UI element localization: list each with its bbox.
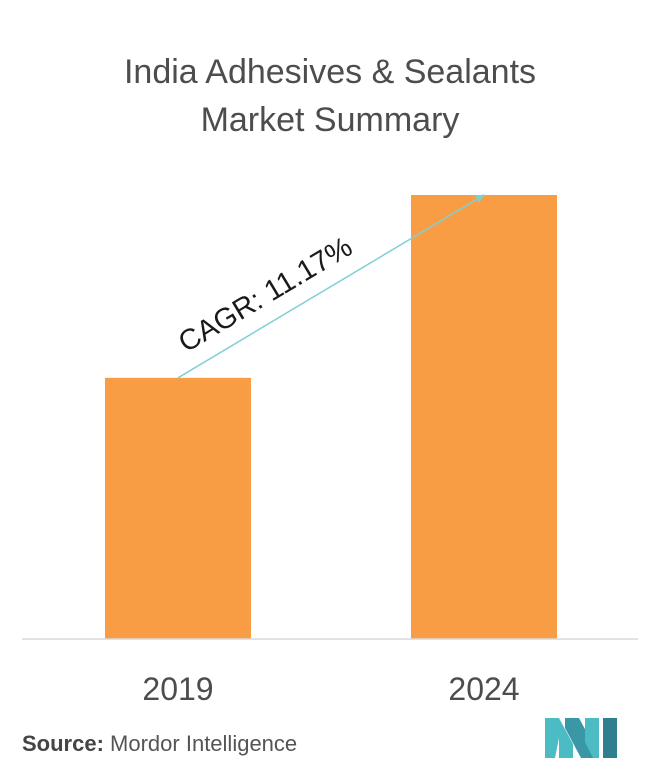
source-label: Source:: [22, 731, 104, 756]
mordor-intelligence-logo-icon: [545, 718, 617, 758]
x-tick-label-2024: 2024: [448, 671, 519, 707]
source-text: Mordor Intelligence: [110, 731, 298, 756]
chart-title-line-1: India Adhesives & Sealants: [123, 53, 537, 91]
bar-2024: [411, 195, 557, 639]
x-tick-label-2019: 2019: [142, 671, 213, 707]
source-credit: Source: Mordor Intelligence: [22, 731, 297, 757]
chart-title-line-2: Market Summary: [200, 101, 460, 139]
chart-title: India Adhesives & Sealants Market Summar…: [0, 48, 660, 144]
cagr-annotation: CAGR: 11.17%: [173, 231, 358, 359]
cagr-arrow: [177, 194, 485, 379]
bar-2019: [105, 377, 251, 639]
